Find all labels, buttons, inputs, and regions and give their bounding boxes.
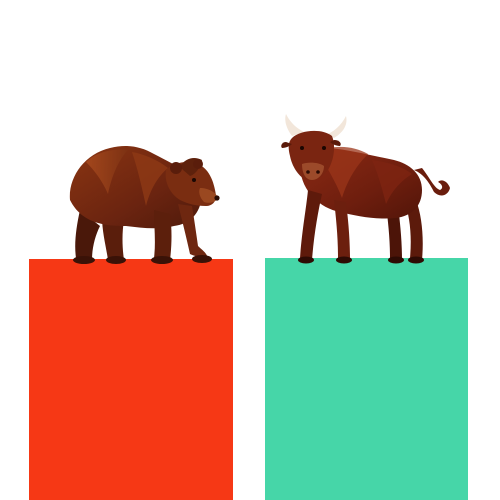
left-red-block	[29, 259, 233, 500]
bull-icon	[281, 114, 450, 264]
right-green-block	[265, 258, 468, 500]
bear-icon	[69, 146, 220, 264]
